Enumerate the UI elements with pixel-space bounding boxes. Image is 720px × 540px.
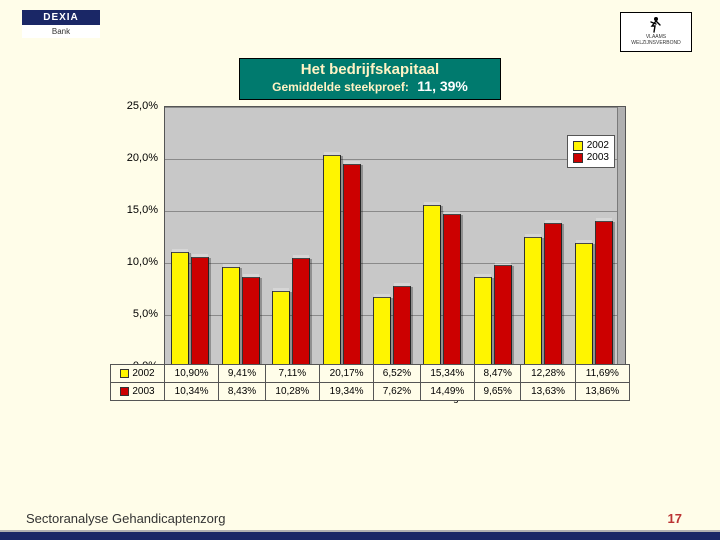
table-cell: 7,62% (374, 383, 420, 401)
footer-bar (0, 530, 720, 540)
table-cell: 15,34% (420, 365, 474, 383)
bar (494, 265, 512, 365)
bar (191, 257, 209, 365)
table-cell: 9,65% (474, 383, 520, 401)
bar (575, 243, 593, 365)
y-tick: 10,0% (127, 256, 158, 268)
table-cell: 6,52% (374, 365, 420, 383)
table-cell: 8,43% (219, 383, 265, 401)
dexia-logo: DEXIA Bank (22, 10, 100, 38)
y-tick: 5,0% (133, 308, 158, 320)
table-cell: 7,11% (265, 365, 319, 383)
bars (165, 107, 617, 365)
bar (524, 237, 542, 365)
table-series-header: 2002 (111, 365, 165, 383)
runner-icon (645, 15, 667, 33)
legend-label-2002: 2002 (587, 140, 609, 151)
table-row: 200310,34%8,43%10,28%19,34%7,62%14,49%9,… (111, 383, 630, 401)
plot-wall (617, 107, 625, 375)
bar (292, 258, 310, 365)
dexia-brand: DEXIA (22, 10, 100, 25)
legend: 2002 2003 (567, 135, 615, 168)
bar (443, 214, 461, 365)
logo-right-line2: WELZIJNSVERBOND (621, 40, 691, 46)
legend-swatch-2002 (573, 141, 583, 151)
table-cell: 9,41% (219, 365, 265, 383)
table-cell: 8,47% (474, 365, 520, 383)
chart-container: Het bedrijfskapitaal Gemiddelde steekpro… (110, 58, 630, 458)
bar (393, 286, 411, 365)
legend-item-2003: 2003 (573, 152, 609, 163)
table-cell: 10,90% (165, 365, 219, 383)
bar (423, 205, 441, 365)
footer-text: Sectoranalyse Gehandicaptenzorg (26, 511, 225, 526)
chart-title-line1: Het bedrijfskapitaal (244, 61, 496, 78)
bar (595, 221, 613, 365)
y-tick: 20,0% (127, 152, 158, 164)
legend-swatch-2003 (573, 153, 583, 163)
table-cell: 14,49% (420, 383, 474, 401)
dexia-sub: Bank (22, 25, 100, 38)
table-cell: 13,86% (575, 383, 629, 401)
plot-area: 0,0%5,0%10,0%15,0%20,0%25,0% 2002 2003 0… (110, 106, 630, 376)
data-table: 200210,90%9,41%7,11%20,17%6,52%15,34%8,4… (110, 364, 630, 401)
table-cell: 10,34% (165, 383, 219, 401)
table-cell: 13,63% (521, 383, 575, 401)
legend-item-2002: 2002 (573, 140, 609, 151)
plot: 2002 2003 (164, 106, 626, 376)
footer-page: 17 (668, 511, 682, 526)
bar (323, 155, 341, 365)
chart-subtitle-label: Gemiddelde steekproef: (272, 80, 409, 94)
bar (222, 267, 240, 365)
bar (242, 277, 260, 365)
footer: Sectoranalyse Gehandicaptenzorg 17 (0, 506, 720, 540)
y-axis: 0,0%5,0%10,0%15,0%20,0%25,0% (110, 106, 164, 376)
y-tick: 15,0% (127, 204, 158, 216)
y-tick: 25,0% (127, 100, 158, 112)
table-cell: 10,28% (265, 383, 319, 401)
bar (373, 297, 391, 365)
welzijnsverbond-logo: VLAAMS WELZIJNSVERBOND (620, 12, 692, 52)
table-row: 200210,90%9,41%7,11%20,17%6,52%15,34%8,4… (111, 365, 630, 383)
legend-label-2003: 2003 (587, 152, 609, 163)
table-cell: 20,17% (319, 365, 373, 383)
chart-subtitle-value: 11, 39% (417, 78, 468, 94)
bar (171, 252, 189, 365)
table-cell: 11,69% (575, 365, 629, 383)
table-cell: 19,34% (319, 383, 373, 401)
bar (343, 164, 361, 365)
table-cell: 12,28% (521, 365, 575, 383)
bar (544, 223, 562, 365)
chart-title: Het bedrijfskapitaal Gemiddelde steekpro… (239, 58, 501, 100)
bar (272, 291, 290, 365)
table-series-header: 2003 (111, 383, 165, 401)
bar (474, 277, 492, 365)
